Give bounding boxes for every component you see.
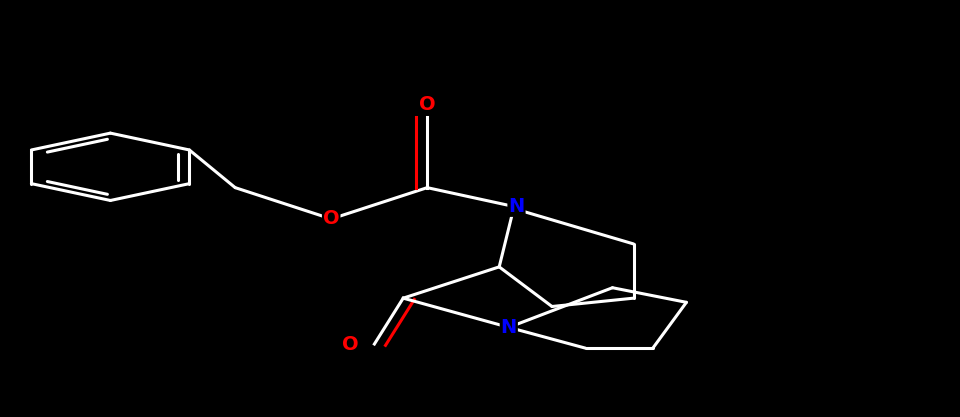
Text: O: O (419, 95, 436, 114)
Text: N: N (509, 197, 524, 216)
Text: O: O (342, 334, 359, 354)
Text: O: O (323, 209, 340, 229)
Text: N: N (501, 318, 516, 337)
